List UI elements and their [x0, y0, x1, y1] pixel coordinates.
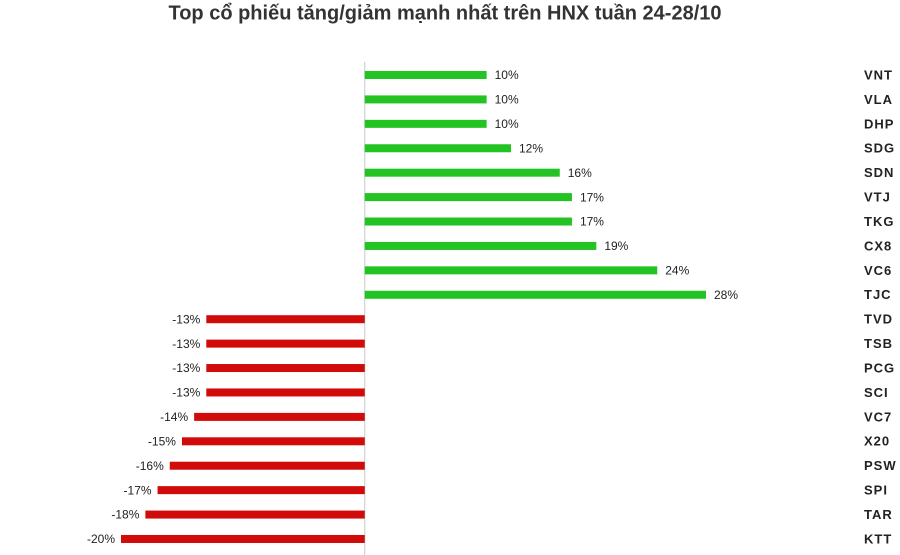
value-label: 17% [580, 190, 604, 204]
category-label: SDG [864, 141, 895, 156]
category-label: VTJ [864, 190, 891, 205]
category-label: TJC [864, 287, 892, 302]
bar [206, 364, 365, 373]
value-label: -13% [172, 337, 200, 351]
value-label: -13% [172, 361, 200, 375]
bar [364, 290, 706, 299]
bar [364, 217, 572, 226]
value-label: 16% [568, 166, 592, 180]
value-label: -13% [172, 386, 200, 400]
chart-title: Top cổ phiếu tăng/giảm mạnh nhất trên HN… [168, 2, 721, 24]
value-label: 24% [665, 264, 689, 278]
category-label: TAR [864, 507, 893, 522]
bar [194, 412, 365, 421]
category-label: TKG [864, 214, 894, 229]
bar [364, 266, 658, 275]
value-label: -15% [148, 434, 176, 448]
value-label: -14% [160, 410, 188, 424]
bar [169, 461, 365, 470]
value-label: 10% [495, 93, 519, 107]
category-label: VNT [864, 67, 893, 82]
category-label: VLA [864, 92, 893, 107]
bar [206, 315, 365, 324]
category-label: X20 [864, 434, 890, 449]
value-label: -13% [172, 312, 200, 326]
value-label: -18% [111, 508, 139, 522]
category-label: SPI [864, 483, 888, 498]
value-label: -17% [124, 483, 152, 497]
category-label: KTT [864, 531, 892, 546]
bar [364, 193, 572, 202]
category-label: CX8 [864, 238, 892, 253]
bar [206, 388, 365, 397]
bar [364, 119, 487, 128]
bar [364, 95, 487, 104]
bar [157, 486, 365, 495]
bar [364, 168, 560, 177]
category-label: SDN [864, 165, 894, 180]
value-label: -16% [136, 459, 164, 473]
bar [364, 144, 511, 153]
category-label: DHP [864, 116, 894, 131]
category-label: TSB [864, 336, 893, 351]
value-label: 10% [495, 117, 519, 131]
value-label: -20% [87, 532, 115, 546]
value-label: 10% [495, 68, 519, 82]
value-label: 19% [604, 239, 628, 253]
category-label: PSW [864, 458, 897, 473]
bar [145, 510, 365, 519]
bar [181, 437, 365, 446]
bar [206, 339, 365, 348]
value-label: 17% [580, 215, 604, 229]
category-label: PCG [864, 360, 895, 375]
value-label: 12% [519, 141, 543, 155]
category-label: VC6 [864, 263, 892, 278]
category-label: SCI [864, 385, 889, 400]
category-label: TVD [864, 312, 893, 327]
bar [364, 241, 597, 250]
bar [121, 534, 365, 543]
bar [364, 71, 487, 79]
value-label: 28% [714, 288, 738, 302]
category-label: VC7 [864, 409, 892, 424]
